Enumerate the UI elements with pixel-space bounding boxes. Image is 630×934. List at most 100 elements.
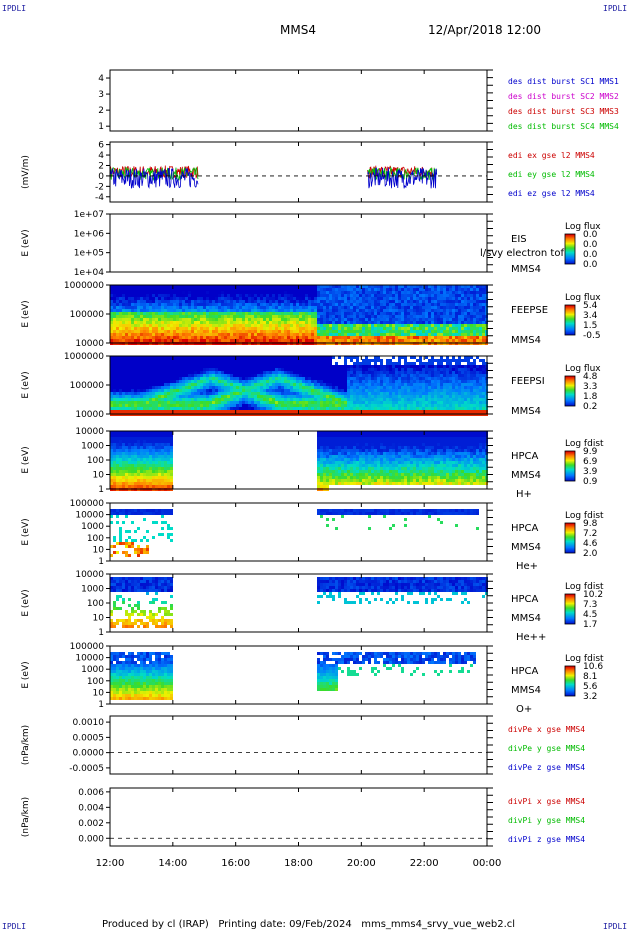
spectrogram-cell — [155, 395, 158, 398]
spectrogram-cell — [149, 312, 152, 315]
spectrogram-cell — [125, 365, 128, 368]
spectrogram-cell — [326, 371, 329, 374]
spectrogram-cell — [185, 377, 188, 380]
spectrogram-cell — [320, 362, 323, 365]
spectrogram-cell — [230, 294, 233, 297]
spectrogram-cell — [230, 339, 233, 342]
spectrogram-cell — [113, 321, 116, 324]
spectrogram-cell — [395, 395, 398, 398]
spectrogram-cell — [356, 300, 359, 303]
spectrogram-cell — [281, 374, 284, 377]
spectrogram-cell — [386, 377, 389, 380]
spectrogram-cell — [149, 318, 152, 321]
spectrogram-cell — [359, 380, 362, 383]
y-tick-label: 1000000 — [64, 281, 104, 291]
spectrogram-cell — [410, 312, 413, 315]
spectrogram-cell — [158, 339, 161, 342]
colorbar-tick-label: 0.0 — [583, 260, 598, 270]
spectrogram-cell — [242, 401, 245, 404]
spectrogram-cell — [455, 333, 458, 336]
spectrogram-cell — [125, 321, 128, 324]
spectrogram-cell — [236, 321, 239, 324]
spectrogram-cell — [347, 380, 350, 383]
spectrogram-cell — [413, 315, 416, 318]
spectrogram-cell — [212, 371, 215, 374]
spectrogram-cell — [317, 398, 320, 401]
spectrogram-cell — [317, 374, 320, 377]
spectrogram-cell — [254, 327, 257, 330]
spectrogram-cell — [233, 339, 236, 342]
spectrogram-cell — [143, 389, 146, 392]
spectrogram-cell — [116, 285, 119, 288]
spectrogram-cell — [278, 333, 281, 336]
spectrogram-cell — [320, 330, 323, 333]
spectrogram-cell — [251, 371, 254, 374]
spectrogram-cell — [161, 303, 164, 306]
spectrogram-cell — [353, 300, 356, 303]
spectrogram-cell — [308, 392, 311, 395]
spectrogram-cell — [158, 377, 161, 380]
spectrogram-cell — [209, 321, 212, 324]
spectrogram-cell — [230, 321, 233, 324]
spectrogram-cell — [218, 312, 221, 315]
spectrogram-cell — [248, 339, 251, 342]
spectrogram-cell — [278, 392, 281, 395]
spectrogram-cell — [374, 324, 377, 327]
spectrogram-cell — [353, 377, 356, 380]
spectrogram-cell — [428, 294, 431, 297]
spectrogram-cell — [263, 306, 266, 309]
spectrogram-cell — [182, 285, 185, 288]
spectrogram-cell — [233, 303, 236, 306]
spectrogram-cell — [260, 300, 263, 303]
spectrogram-cell — [329, 407, 332, 410]
spectrogram-cell — [191, 303, 194, 306]
colorbar-step — [565, 236, 575, 237]
spectrogram-cell — [308, 315, 311, 318]
spectrogram-cell — [158, 365, 161, 368]
spectrogram-cell — [230, 306, 233, 309]
spectrogram-cell — [290, 401, 293, 404]
spectrogram-cell — [434, 285, 437, 288]
spectrogram-cell — [179, 297, 182, 300]
spectrogram-cell — [131, 327, 134, 330]
spectrogram-cell — [182, 389, 185, 392]
spectrogram-cell — [224, 288, 227, 291]
spectrogram-cell — [110, 374, 113, 377]
spectrogram-cell — [278, 380, 281, 383]
spectrogram-cell — [206, 303, 209, 306]
spectrogram-cell — [383, 294, 386, 297]
spectrogram-cell — [470, 306, 473, 309]
spectrogram-cell — [287, 371, 290, 374]
spectrogram-cell — [380, 300, 383, 303]
spectrogram-cell — [275, 377, 278, 380]
spectrogram-cell — [149, 371, 152, 374]
spectrogram-cell — [446, 356, 449, 359]
spectrogram-cell — [347, 327, 350, 330]
spectrogram-cell — [137, 327, 140, 330]
spectrogram-cell — [428, 380, 431, 383]
spectrogram-cell — [344, 377, 347, 380]
spectrogram-cell — [248, 371, 251, 374]
spectrogram-cell — [200, 383, 203, 386]
spectrogram-cell — [152, 377, 155, 380]
spectrogram-cell — [251, 333, 254, 336]
spectrogram-cell — [440, 404, 443, 407]
y-tick-label: 2 — [98, 106, 104, 116]
spectrogram-cell — [164, 368, 167, 371]
spectrogram-cell — [425, 392, 428, 395]
spectrogram-cell — [443, 330, 446, 333]
spectrogram-cell — [248, 288, 251, 291]
spectrogram-cell — [386, 315, 389, 318]
spectrogram-cell — [371, 288, 374, 291]
spectrogram-cell — [395, 336, 398, 339]
spectrogram-cell — [323, 398, 326, 401]
spectrogram-cell — [371, 315, 374, 318]
spectrogram-cell — [323, 410, 326, 413]
spectrogram-cell — [200, 303, 203, 306]
spectrogram-cell — [482, 297, 485, 300]
spectrogram-cell — [248, 336, 251, 339]
spectrogram-cell — [428, 392, 431, 395]
spectrogram-cell — [347, 330, 350, 333]
spectrogram-cell — [392, 386, 395, 389]
spectrogram-cell — [176, 371, 179, 374]
